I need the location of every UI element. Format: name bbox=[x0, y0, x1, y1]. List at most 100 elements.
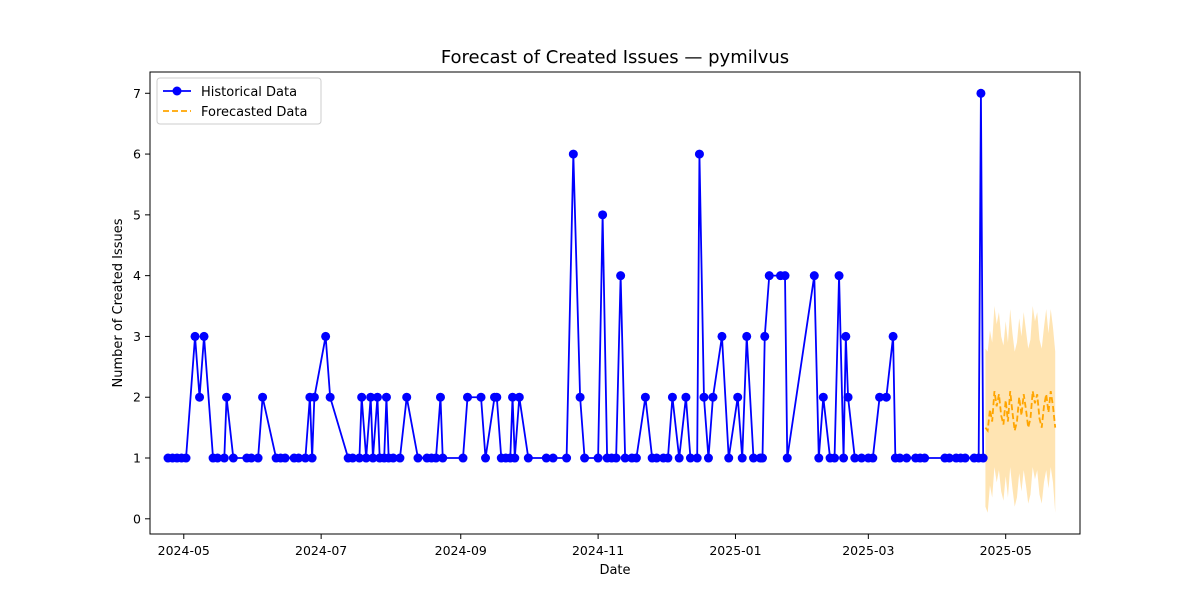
x-axis: 2024-05 2024-07 2024-09 2024-11 2025-01 2025-… bbox=[158, 534, 1032, 558]
x-axis-label: Date bbox=[599, 563, 630, 578]
historical-data-point bbox=[834, 271, 844, 281]
y-tick-label: 6 bbox=[133, 147, 141, 162]
historical-data-point bbox=[868, 453, 878, 463]
historical-data-point bbox=[960, 453, 970, 463]
plot-area bbox=[150, 72, 1080, 534]
historical-data-point bbox=[857, 453, 867, 463]
historical-data-point bbox=[694, 149, 704, 159]
x-tick-label: 2025-05 bbox=[980, 543, 1032, 558]
historical-data-point bbox=[593, 453, 603, 463]
historical-data-point bbox=[850, 453, 860, 463]
historical-data-point bbox=[724, 453, 734, 463]
historical-data-point bbox=[294, 453, 304, 463]
x-tick-label: 2024-09 bbox=[435, 543, 487, 558]
historical-data-point bbox=[780, 271, 790, 281]
historical-data-point bbox=[253, 453, 263, 463]
x-tick-label: 2025-01 bbox=[709, 543, 761, 558]
historical-data-point bbox=[843, 392, 853, 402]
historical-data-point bbox=[348, 453, 358, 463]
historical-data-point bbox=[944, 453, 954, 463]
historical-data-point bbox=[814, 453, 824, 463]
historical-data-point bbox=[841, 331, 851, 341]
historical-data-point bbox=[309, 392, 319, 402]
historical-data-point bbox=[413, 453, 423, 463]
historical-data-point bbox=[631, 453, 641, 463]
y-tick-label: 2 bbox=[133, 390, 141, 405]
historical-data-point bbox=[258, 392, 268, 402]
historical-data-point bbox=[616, 271, 626, 281]
legend-historical-marker-icon bbox=[172, 86, 182, 96]
historical-data-point bbox=[481, 453, 491, 463]
forecast-data-line bbox=[984, 390, 1057, 434]
historical-data-point bbox=[703, 453, 713, 463]
historical-data-point bbox=[213, 453, 223, 463]
legend-box bbox=[156, 77, 322, 125]
historical-data-point bbox=[354, 453, 364, 463]
historical-data-point bbox=[733, 392, 743, 402]
historical-data-point bbox=[388, 453, 398, 463]
historical-data-point bbox=[195, 392, 205, 402]
y-axis: 0 1 2 3 4 5 6 7 bbox=[133, 86, 150, 526]
marker-layer bbox=[163, 88, 988, 463]
historical-data-point bbox=[652, 453, 662, 463]
historical-data-point bbox=[300, 453, 310, 463]
y-tick-label: 7 bbox=[133, 86, 141, 101]
y-tick-label: 0 bbox=[133, 511, 141, 526]
historical-data-point bbox=[492, 392, 502, 402]
historical-data-point bbox=[395, 453, 405, 463]
y-axis-label: Number of Created Issues bbox=[111, 218, 126, 387]
historical-data-point bbox=[976, 88, 986, 98]
historical-data-point bbox=[222, 392, 232, 402]
y-tick-label: 3 bbox=[133, 329, 141, 344]
historical-data-point bbox=[978, 453, 988, 463]
historical-data-point bbox=[839, 453, 849, 463]
historical-data-point bbox=[463, 392, 473, 402]
historical-data-point bbox=[830, 453, 840, 463]
historical-data-point bbox=[598, 210, 608, 220]
historical-data-point bbox=[681, 392, 691, 402]
historical-data-point bbox=[818, 392, 828, 402]
legend: Historical Data Forecasted Data bbox=[156, 77, 322, 125]
historical-data-point bbox=[562, 453, 572, 463]
historical-data-point bbox=[357, 392, 367, 402]
historical-data-point bbox=[361, 453, 371, 463]
historical-data-point bbox=[372, 392, 382, 402]
historical-data-point bbox=[548, 453, 558, 463]
historical-data-point bbox=[325, 392, 335, 402]
historical-data-point bbox=[640, 392, 650, 402]
historical-data-point bbox=[431, 453, 441, 463]
historical-data-point bbox=[611, 453, 621, 463]
historical-data-point bbox=[510, 453, 520, 463]
historical-data-point bbox=[435, 392, 445, 402]
historical-data-point bbox=[742, 331, 752, 341]
historical-data-point bbox=[674, 453, 684, 463]
historical-data-point bbox=[190, 331, 200, 341]
x-tick-label: 2024-07 bbox=[295, 543, 347, 558]
historical-data-point bbox=[757, 453, 767, 463]
historical-data-point bbox=[717, 331, 727, 341]
x-tick-label: 2025-03 bbox=[842, 543, 894, 558]
historical-data-point bbox=[764, 271, 774, 281]
historical-data-point bbox=[219, 453, 229, 463]
historical-data-point bbox=[514, 392, 524, 402]
historical-data-point bbox=[366, 392, 376, 402]
historical-data-point bbox=[508, 392, 518, 402]
y-tick-label: 4 bbox=[133, 268, 141, 283]
historical-data-point bbox=[381, 392, 391, 402]
historical-data-point bbox=[438, 453, 448, 463]
historical-data-point bbox=[888, 331, 898, 341]
historical-data-point bbox=[280, 453, 290, 463]
historical-data-point bbox=[307, 453, 317, 463]
historical-data-point bbox=[708, 392, 718, 402]
historical-data-point bbox=[748, 453, 758, 463]
historical-data-point bbox=[875, 392, 885, 402]
historical-data-point bbox=[920, 453, 930, 463]
historical-data-point bbox=[663, 453, 673, 463]
historical-data-point bbox=[199, 331, 209, 341]
historical-data-point bbox=[476, 392, 486, 402]
historical-data-point bbox=[620, 453, 630, 463]
y-tick-label: 1 bbox=[133, 451, 141, 466]
historical-data-point bbox=[321, 331, 331, 341]
historical-data-point bbox=[580, 453, 590, 463]
